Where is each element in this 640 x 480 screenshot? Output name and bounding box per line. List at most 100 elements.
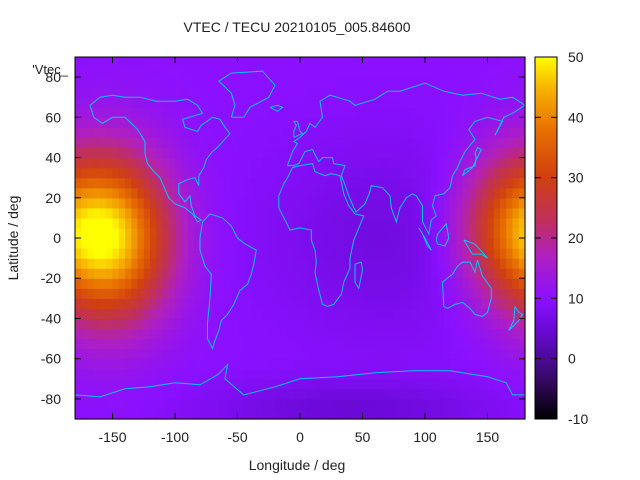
- heat-cell: [175, 57, 182, 68]
- heat-cell: [187, 358, 195, 370]
- heat-cell: [518, 137, 526, 149]
- heat-cell: [312, 117, 320, 128]
- heat-cell: [175, 368, 182, 380]
- heat-cell: [256, 87, 264, 98]
- heat-cell: [412, 248, 420, 259]
- heat-cell: [243, 278, 251, 289]
- heat-cell: [493, 77, 501, 88]
- heat-cell: [262, 288, 270, 299]
- heat-cell: [481, 227, 489, 239]
- heat-cell: [300, 167, 307, 179]
- heat-cell: [106, 147, 114, 159]
- heat-cell: [218, 187, 226, 199]
- heat-cell: [268, 217, 276, 229]
- heat-cell: [456, 117, 464, 128]
- heat-cell: [468, 157, 476, 169]
- heat-cell: [231, 258, 239, 269]
- heat-cell: [450, 147, 457, 159]
- heat-cell: [231, 358, 239, 370]
- heat-cell: [300, 197, 307, 209]
- heat-cell: [237, 298, 245, 309]
- heat-cell: [518, 187, 526, 199]
- heat-cell: [387, 338, 395, 350]
- heat-cell: [318, 117, 326, 128]
- heat-cell: [125, 207, 132, 219]
- heat-cell: [318, 97, 326, 108]
- heat-cell: [231, 207, 239, 219]
- heat-cell: [162, 408, 170, 420]
- heat-cell: [150, 358, 157, 370]
- heat-cell: [118, 398, 126, 410]
- heat-cell: [137, 388, 145, 400]
- heat-cell: [331, 278, 339, 289]
- heat-cell: [362, 137, 370, 149]
- heat-cell: [100, 338, 107, 350]
- heat-cell: [193, 278, 201, 289]
- heat-cell: [381, 207, 389, 219]
- heat-cell: [143, 318, 151, 330]
- heat-cell: [112, 298, 120, 309]
- heat-cell: [281, 157, 289, 169]
- heat-cell: [406, 67, 414, 78]
- heat-cell: [287, 67, 295, 78]
- heat-cell: [506, 177, 514, 189]
- heat-cell: [325, 187, 332, 199]
- heat-cell: [287, 308, 295, 320]
- heat-cell: [181, 107, 189, 118]
- heat-cell: [293, 338, 301, 350]
- heat-cell: [518, 167, 526, 179]
- heat-cell: [437, 358, 445, 370]
- heat-cell: [375, 117, 382, 128]
- heat-cell: [218, 177, 226, 189]
- heat-cell: [462, 288, 470, 299]
- heat-cell: [256, 67, 264, 78]
- heat-cell: [331, 117, 339, 128]
- heat-cell: [112, 137, 120, 149]
- heat-cell: [168, 147, 176, 159]
- heat-cell: [262, 388, 270, 400]
- heat-cell: [243, 227, 251, 239]
- heat-cell: [518, 348, 526, 360]
- heat-cell: [387, 288, 395, 299]
- heat-cell: [231, 107, 239, 118]
- heat-cell: [437, 157, 445, 169]
- heat-cell: [350, 388, 357, 400]
- heat-cell: [518, 298, 526, 309]
- heat-cell: [100, 107, 107, 118]
- y-tick-label: 60: [45, 109, 61, 125]
- heat-cell: [325, 308, 332, 320]
- heat-cell: [325, 77, 332, 88]
- heat-cell: [468, 338, 476, 350]
- heat-cell: [112, 368, 120, 380]
- heat-cell: [437, 117, 445, 128]
- heat-cell: [300, 308, 307, 320]
- heat-cell: [506, 308, 514, 320]
- heat-cell: [437, 227, 445, 239]
- heat-cell: [406, 368, 414, 380]
- heat-cell: [462, 127, 470, 139]
- heat-cell: [450, 288, 457, 299]
- heat-cell: [325, 268, 332, 279]
- heat-cell: [412, 238, 420, 249]
- heat-cell: [118, 67, 126, 78]
- heat-cell: [118, 97, 126, 108]
- heat-cell: [318, 238, 326, 249]
- heat-cell: [100, 87, 107, 98]
- heat-cell: [481, 97, 489, 108]
- heat-cell: [337, 167, 345, 179]
- heat-cell: [212, 408, 220, 420]
- heat-cell: [200, 398, 207, 410]
- heat-cell: [81, 67, 89, 78]
- heat-cell: [137, 358, 145, 370]
- heat-cell: [275, 157, 282, 169]
- heat-cell: [381, 238, 389, 249]
- heat-cell: [418, 278, 426, 289]
- heat-cell: [456, 378, 464, 390]
- heat-cell: [293, 87, 301, 98]
- heat-cell: [112, 157, 120, 169]
- heat-cell: [112, 147, 120, 159]
- heat-cell: [493, 197, 501, 209]
- heat-cell: [106, 97, 114, 108]
- heat-cell: [218, 147, 226, 159]
